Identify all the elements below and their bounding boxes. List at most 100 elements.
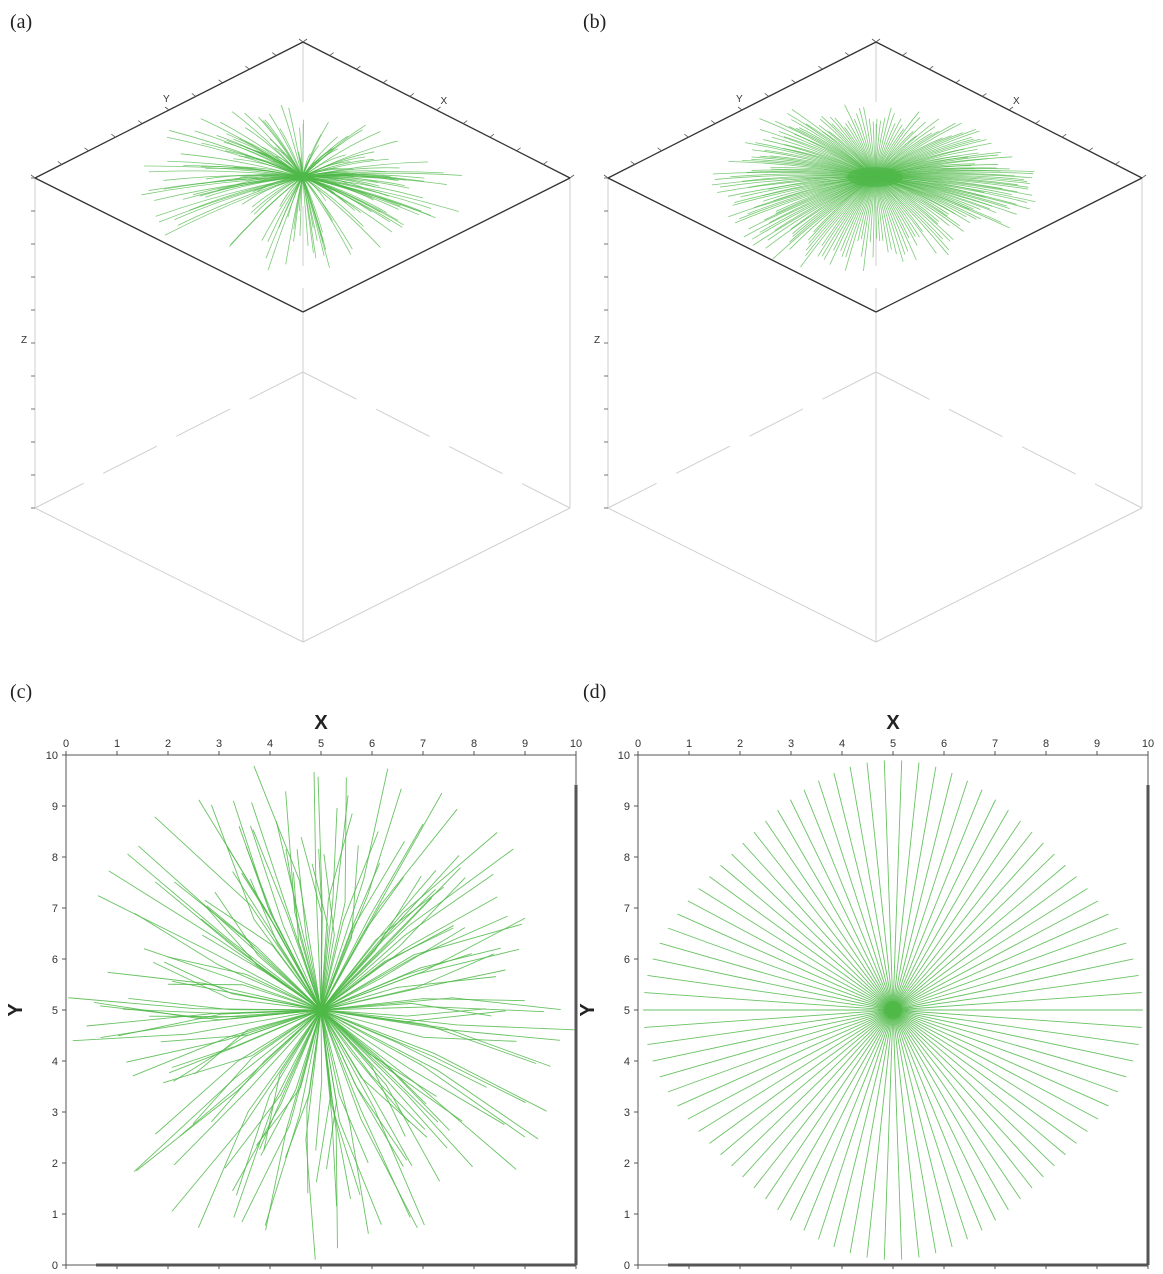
ray-line xyxy=(892,864,1066,1011)
ray-line xyxy=(320,948,520,1011)
ray-line xyxy=(313,772,322,1011)
ray-line xyxy=(126,1009,322,1063)
ray-line xyxy=(320,854,335,1011)
ray-line xyxy=(892,1009,1119,1093)
y-tick-label: 9 xyxy=(624,801,630,813)
ray-line xyxy=(285,176,303,265)
axis-tick xyxy=(1088,147,1094,152)
ray-line xyxy=(206,905,322,1011)
ray-line xyxy=(667,1009,894,1093)
y-tick-label: 8 xyxy=(52,852,58,864)
ray-line xyxy=(302,176,381,248)
ray-line xyxy=(302,119,305,178)
ray-line xyxy=(892,799,997,1011)
ray-line xyxy=(320,1009,539,1140)
ray-line xyxy=(320,1009,575,1031)
ray-line xyxy=(892,1009,1088,1132)
z-axis-label: Z xyxy=(21,335,27,346)
axis-tick xyxy=(302,38,308,43)
x-tick-label: 5 xyxy=(890,738,896,750)
panel-c-2d-plot: 0 1 2 3 4 5 6 7 8 9 10 0 1 2 3 4 5 6 7 8 9 10 X Y xyxy=(5,712,582,1272)
cube-edge-4 xyxy=(302,507,571,643)
axis-tick xyxy=(955,79,961,84)
ray-line xyxy=(260,1009,322,1156)
ray-line xyxy=(214,891,322,1011)
ray-line xyxy=(892,1009,920,1258)
ray-line xyxy=(320,927,466,1011)
ray-line xyxy=(163,1009,322,1084)
ray-line xyxy=(320,947,501,1011)
ray-line xyxy=(849,766,894,1011)
ray-line xyxy=(892,831,1033,1011)
ray-line xyxy=(166,136,303,178)
ray-line xyxy=(833,772,894,1011)
ray-line xyxy=(265,1009,322,1231)
ray-line xyxy=(320,777,347,1011)
ray-line xyxy=(252,829,322,1011)
y-tick-label: 6 xyxy=(52,954,58,966)
x-tick-label: 0 xyxy=(63,738,69,750)
ray-line xyxy=(302,176,314,253)
y-tick-label: 2 xyxy=(52,1158,58,1170)
y-tick-label: 9 xyxy=(52,801,58,813)
ray-line xyxy=(302,129,363,178)
ray-line xyxy=(753,1009,894,1189)
cube-edge-3 xyxy=(34,507,304,643)
axis-tick xyxy=(436,106,441,111)
ray-line xyxy=(232,800,322,1011)
ray-line xyxy=(320,1009,338,1249)
ray-line xyxy=(152,961,322,1011)
ray-line xyxy=(168,983,322,1011)
ray-line xyxy=(107,971,322,1011)
ray-line xyxy=(892,1009,903,1260)
ray-line xyxy=(883,760,894,1011)
ray-line xyxy=(320,1009,338,1207)
ray-line xyxy=(320,823,424,1011)
y-axis-title: Y xyxy=(577,1003,599,1017)
ray-line xyxy=(123,1008,322,1015)
ray-line xyxy=(320,867,461,1011)
ray-line xyxy=(173,1009,322,1166)
ray-line xyxy=(320,1009,439,1123)
ray-line xyxy=(296,849,322,1011)
y-tick-label: 4 xyxy=(52,1056,58,1068)
ray-line xyxy=(183,165,303,178)
ray-line xyxy=(201,142,303,178)
ray-line xyxy=(320,1009,547,1112)
y-tick-label: 0 xyxy=(52,1260,58,1272)
ray-line xyxy=(892,1009,937,1254)
ray-line xyxy=(302,176,420,216)
y-tick-label: 3 xyxy=(624,1107,630,1119)
ray-line xyxy=(320,1009,428,1138)
ray-line xyxy=(158,176,303,223)
y-tick-label: 0 xyxy=(624,1260,630,1272)
ray-line xyxy=(765,1009,894,1200)
ray-line xyxy=(320,1002,492,1017)
ray-line xyxy=(173,1009,322,1082)
axis-tick xyxy=(1115,161,1120,165)
panel-b-3d-plot: Y X Z xyxy=(594,38,1147,643)
ray-line xyxy=(233,1009,322,1218)
axis-tick xyxy=(191,93,197,97)
cube-edge-6 xyxy=(875,371,1143,509)
x-tick-label: 3 xyxy=(788,738,794,750)
axis-tick xyxy=(356,65,361,70)
panel-a-3d-plot: Y X Z xyxy=(21,38,575,643)
axis-tick xyxy=(764,93,770,97)
x-tick-label: 0 xyxy=(635,738,641,750)
cube-edge-4 xyxy=(875,507,1143,643)
ray-line xyxy=(709,1009,894,1144)
ray-line xyxy=(315,1009,323,1151)
ray-line xyxy=(833,1009,894,1248)
x-tick-label: 2 xyxy=(165,738,171,750)
y-tick-label: 3 xyxy=(52,1107,58,1119)
ray-line xyxy=(194,130,303,178)
axis-tick xyxy=(298,38,304,43)
ray-line xyxy=(127,853,322,1011)
ray-line xyxy=(279,128,303,178)
ray-line xyxy=(320,1009,369,1234)
axis-tick xyxy=(569,174,575,179)
ray-line xyxy=(644,992,894,1011)
ray-line xyxy=(68,997,322,1011)
ray-line xyxy=(232,871,322,1011)
